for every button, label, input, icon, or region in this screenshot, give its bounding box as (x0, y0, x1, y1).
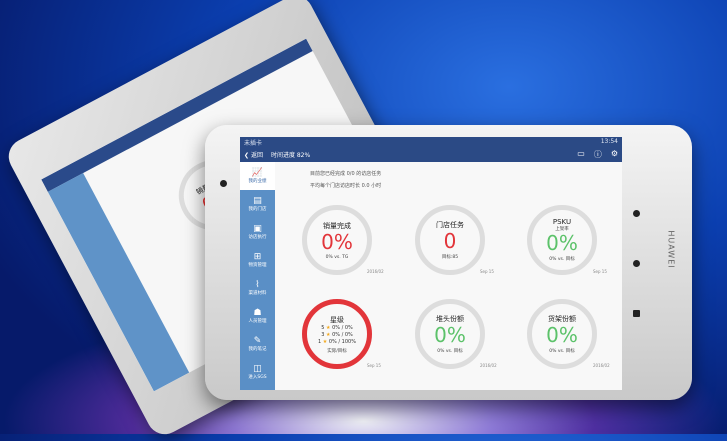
star-row: 1 ★ 0% / 100% (318, 338, 356, 345)
dashboard: 目前您已经完成 0/0 的访店任务 平均每个门店访店时长 0.0 小时 销量完成… (275, 162, 622, 390)
gauge-title: PSKU (552, 218, 572, 226)
gauge-value: 0% (434, 323, 466, 347)
clock: 13:54 (600, 138, 618, 145)
hw-button-menu (633, 310, 640, 317)
store-icon: ▤ (253, 196, 262, 206)
gauge-shelf-share[interactable]: 货架份额 0% 0% vs. 目标 (527, 299, 597, 369)
gauge-subtitle: 上架率 (555, 227, 569, 232)
gauge-footer: 0% vs. TG (325, 254, 349, 260)
gauge-footer: 实际/目标 (327, 348, 347, 354)
sidebar-label: 人员管理 (248, 319, 267, 324)
gauge-footer: 目标:85 (441, 255, 459, 260)
time-progress: 时间进度 82% (270, 152, 311, 159)
star-row: 3 ★ 0% / 0% (321, 331, 353, 338)
visit-summary: 目前您已经完成 0/0 的访店任务 (310, 171, 382, 177)
gauge-footer: 0% vs. 目标 (437, 349, 463, 354)
message-icon[interactable]: ▭ (577, 149, 585, 158)
gauge-footer: 0% vs. 目标 (549, 349, 575, 354)
gauge-date: Sep 15 (480, 269, 494, 274)
paperclip-icon: ⌇ (255, 280, 260, 290)
gauge-date: 2016/02 (480, 363, 497, 368)
gauge-date: 2016/02 (367, 269, 384, 274)
sidebar-item-channel[interactable]: ⌇ 渠道材料 (240, 274, 275, 302)
app-header: ❮ 返回 时间进度 82% ▭ ⓘ ⚙ (240, 147, 622, 162)
gauge-value: 0% (546, 231, 578, 255)
star-row: 5 ★ 0% / 0% (321, 324, 353, 331)
gauge-value: 0% (546, 323, 578, 347)
gauge-value: 0 (443, 229, 457, 253)
sidebar-label: 我的业绩 (248, 179, 267, 184)
note-icon: ✎ (253, 336, 262, 346)
back-button[interactable]: ❮ 返回 (244, 152, 263, 159)
sidebar-label: 渠道材料 (248, 291, 267, 296)
gauge-store-tasks[interactable]: 门店任务 0 目标:85 (415, 205, 485, 275)
status-bar: 未插卡 13:54 (240, 137, 622, 147)
back-label: 返回 (250, 152, 263, 159)
sidebar-item-stores[interactable]: ▤ 我的门店 (240, 190, 275, 218)
help-icon[interactable]: ⓘ (593, 150, 602, 159)
gauge-date: Sep 15 (593, 269, 607, 274)
gauge-footer: 0% vs. 目标 (549, 257, 575, 262)
gauge-title: 销量完成 (323, 221, 351, 230)
sidebar-item-visits[interactable]: ▣ 访店执行 (240, 218, 275, 246)
app-screen: 未插卡 13:54 ❮ 返回 时间进度 82% ▭ ⓘ ⚙ 📈 我的业绩 ▤ 我的门… (240, 137, 622, 390)
gauge-title: 堆头份额 (436, 315, 464, 323)
star-icon: ★ (322, 338, 328, 345)
enter-icon: ◫ (253, 364, 262, 374)
sidebar-item-materials[interactable]: ⊞ 物资管理 (240, 246, 275, 274)
star-icon: ★ (325, 331, 331, 338)
carrier-text: 未插卡 (244, 140, 263, 147)
sidebar-label: 我的门店 (248, 207, 267, 212)
chart-icon: 📈 (251, 168, 264, 178)
sidebar-label: 进入SGS (248, 375, 267, 380)
people-icon: ☗ (253, 308, 262, 318)
sidebar-label: 物资管理 (248, 263, 267, 268)
front-brand-logo: HUAWEI (666, 230, 676, 269)
gear-icon[interactable]: ⚙ (610, 149, 618, 158)
sidebar-item-sgs[interactable]: ◫ 进入SGS (240, 358, 275, 386)
grid-icon: ⊞ (253, 252, 262, 262)
hw-button-back (633, 210, 640, 217)
gauge-date: 2016/02 (593, 363, 610, 368)
gauge-star-rating[interactable]: 星级 5 ★ 0% / 0% 3 ★ 0% / 0% 1 ★ 0% / 100%… (302, 299, 372, 369)
gauge-title: 货架份额 (548, 315, 576, 323)
gauge-value: 0% (321, 229, 353, 254)
sidebar-label: 我的笔记 (248, 347, 267, 352)
gauge-date: Sep 15 (367, 363, 381, 368)
gauge-psku[interactable]: PSKU 上架率 0% 0% vs. 目标 (527, 205, 597, 275)
sidebar-item-notes[interactable]: ✎ 我的笔记 (240, 330, 275, 358)
sidebar-item-performance[interactable]: 📈 我的业绩 (240, 162, 275, 190)
star-icon: ★ (325, 324, 331, 331)
clipboard-icon: ▣ (253, 224, 262, 234)
gauge-display-share[interactable]: 堆头份额 0% 0% vs. 目标 (415, 299, 485, 369)
sidebar-item-people[interactable]: ☗ 人员管理 (240, 302, 275, 330)
visit-duration: 平均每个门店访店时长 0.0 小时 (310, 183, 382, 189)
gauge-title: 星级 (330, 315, 344, 324)
front-tablet: 未插卡 13:54 ❮ 返回 时间进度 82% ▭ ⓘ ⚙ 📈 我的业绩 ▤ 我的门… (205, 125, 692, 400)
hw-button-home (633, 260, 640, 267)
gauge-title: 门店任务 (436, 221, 464, 229)
sidebar: 📈 我的业绩 ▤ 我的门店 ▣ 访店执行 ⊞ 物资管理 ⌇ 渠道材料 ☗ 人员管理 ✎ 我的笔… (240, 162, 275, 390)
sidebar-label: 访店执行 (248, 235, 267, 240)
gauge-sales[interactable]: 销量完成 0% 0% vs. TG (302, 205, 372, 275)
camera (220, 180, 227, 187)
